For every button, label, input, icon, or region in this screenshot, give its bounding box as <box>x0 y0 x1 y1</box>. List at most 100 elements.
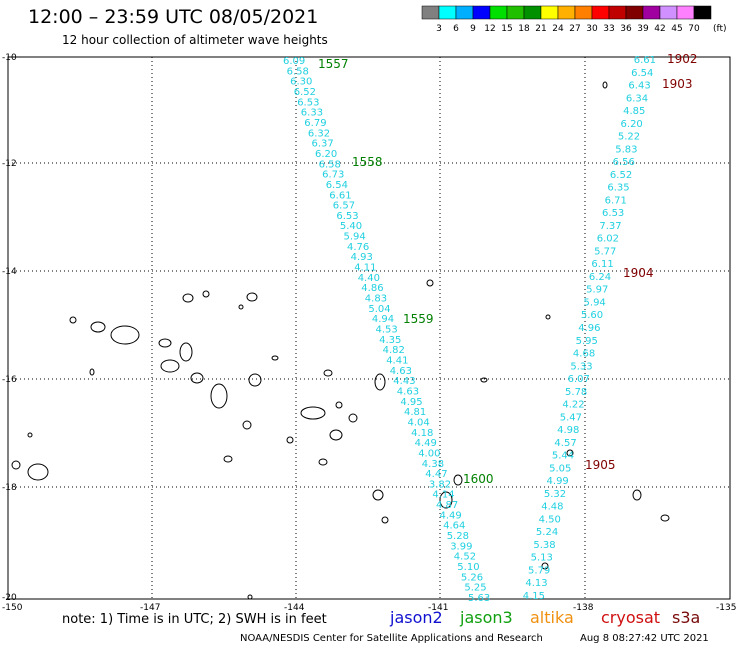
colorbar-swatch <box>693 5 712 20</box>
swh-value-label: 5.97 <box>586 285 608 296</box>
footer-note: note: 1) Time is in UTC; 2) SWH is in fe… <box>62 612 327 627</box>
colorbar-level-label: 42 <box>654 24 665 34</box>
swh-value-label: 5.77 <box>594 246 616 257</box>
swh-value-label: 6.32 <box>308 128 330 139</box>
swh-value-label: 3.99 <box>450 541 472 552</box>
footer-timestamp: Aug 8 08:27:42 UTC 2021 <box>580 633 709 644</box>
swh-value-label: 4.13 <box>525 578 547 589</box>
swh-value-label: 6.02 <box>597 234 619 245</box>
legend-jason3: jason3 <box>460 608 513 627</box>
swh-value-label: 6.61 <box>329 190 351 201</box>
swh-value-label: 4.18 <box>411 428 433 439</box>
colorbar-swatch <box>608 5 627 20</box>
swh-value-label: 6.52 <box>294 87 316 98</box>
colorbar-level-label: 27 <box>569 24 580 34</box>
swh-value-label: 6.53 <box>336 211 358 222</box>
swh-value-label: 4.38 <box>422 459 444 470</box>
lon-label: -150 <box>2 603 23 613</box>
swh-value-label: 6.58 <box>287 66 309 77</box>
lat-label: -12 <box>2 159 17 169</box>
swh-value-label: 4.81 <box>404 407 426 418</box>
colorbar-swatch <box>574 5 593 20</box>
swh-value-label: 4.93 <box>351 252 373 263</box>
swh-value-label: 4.43 <box>393 376 415 387</box>
swh-value-label: 4.15 <box>523 591 545 602</box>
swh-value-label: 4.87 <box>436 500 458 511</box>
colorbar-level-label: 6 <box>453 24 459 34</box>
swh-value-label: 4.57 <box>554 438 576 449</box>
colorbar-level-label: 3 <box>436 24 442 34</box>
swh-value-label: 4.96 <box>578 323 600 334</box>
lon-label: -144 <box>284 603 305 613</box>
swh-value-label: 6.53 <box>602 208 624 219</box>
colorbar-level-label: 24 <box>552 24 564 34</box>
swh-value-label: 4.95 <box>400 397 422 408</box>
map-frame <box>7 56 731 600</box>
pass-label: 1904 <box>623 266 654 280</box>
colorbar-swatch <box>540 5 559 20</box>
swh-value-label: 5.38 <box>533 540 555 551</box>
pass-label: 1905 <box>585 458 616 472</box>
swh-value-label: 5.22 <box>618 132 640 143</box>
colorbar-level-label: 39 <box>637 24 649 34</box>
swh-value-label: 6.37 <box>312 139 334 150</box>
swh-value-label: 5.44 <box>552 451 574 462</box>
swh-value-label: 5.10 <box>457 562 479 573</box>
swh-value-label: 4.48 <box>541 502 563 513</box>
swh-value-label: 4.41 <box>386 356 408 367</box>
swh-value-label: 5.26 <box>461 572 483 583</box>
swh-value-label: 6.71 <box>605 195 627 206</box>
swh-value-label: 6.54 <box>631 68 653 79</box>
swh-value-label: 6.07 <box>568 374 590 385</box>
swh-value-label: 4.86 <box>361 283 383 294</box>
swh-value-label: 4.76 <box>347 242 369 253</box>
swh-value-label: 4.83 <box>365 294 387 305</box>
colorbar-level-label: 9 <box>470 24 476 34</box>
swh-value-label: 6.09 <box>283 56 305 67</box>
swh-value-label: 7.37 <box>599 221 621 232</box>
swh-value-label: 6.43 <box>628 81 650 92</box>
swh-value-label: 6.34 <box>626 93 648 104</box>
colorbar-swatch <box>591 5 610 20</box>
swh-value-label: 5.60 <box>581 310 603 321</box>
swh-value-label: 4.68 <box>573 349 595 360</box>
swh-value-label: 4.49 <box>440 510 462 521</box>
swh-value-label: 6.11 <box>591 259 613 270</box>
lon-label: -147 <box>140 603 160 613</box>
swh-value-label: 4.64 <box>443 521 465 532</box>
swh-value-label: 4.14 <box>432 490 454 501</box>
swh-value-label: 4.50 <box>539 514 561 525</box>
colorbar-level-label: 70 <box>688 24 700 34</box>
colorbar-level-label: 45 <box>671 24 682 34</box>
colorbar-swatch <box>438 5 457 20</box>
colorbar-unit-label: (ft) <box>713 24 727 34</box>
wave-height-colorbar: 3 6 9 12 15 18 21 24 27 30 33 36 39 42 45 70 <box>421 5 712 34</box>
lat-label: -16 <box>2 375 17 385</box>
swh-value-label: 4.85 <box>623 106 645 117</box>
swh-value-label: 5.24 <box>536 527 558 538</box>
colorbar-swatch <box>455 5 474 20</box>
lon-label: -138 <box>573 603 594 613</box>
swh-value-label: 4.99 <box>547 476 569 487</box>
legend-altika: altika <box>530 608 574 627</box>
swh-value-label: 4.00 <box>418 448 440 459</box>
legend-s3a: s3a <box>672 608 701 627</box>
legend-jason2: jason2 <box>390 608 443 627</box>
colorbar-swatch <box>642 5 661 20</box>
jason3-west-track: 6.096.586.306.526.536.336.796.326.376.20… <box>283 56 490 604</box>
swh-value-label: 6.33 <box>301 108 323 119</box>
swh-value-label: 4.94 <box>372 314 394 325</box>
swh-value-label: 4.35 <box>379 335 401 346</box>
swh-value-label: 6.35 <box>607 183 629 194</box>
swh-value-label: 4.63 <box>390 366 412 377</box>
colorbar-level-label: 15 <box>501 24 512 34</box>
lat-label: -10 <box>2 53 17 63</box>
swh-value-label: 6.57 <box>333 201 355 212</box>
pass-label: 1558 <box>352 155 383 169</box>
legend-cryosat: cryosat <box>601 608 661 627</box>
swh-value-label: 4.53 <box>376 325 398 336</box>
swh-value-label: 4.22 <box>562 400 584 411</box>
swh-value-label: 5.13 <box>531 553 553 564</box>
colorbar-swatch <box>659 5 678 20</box>
